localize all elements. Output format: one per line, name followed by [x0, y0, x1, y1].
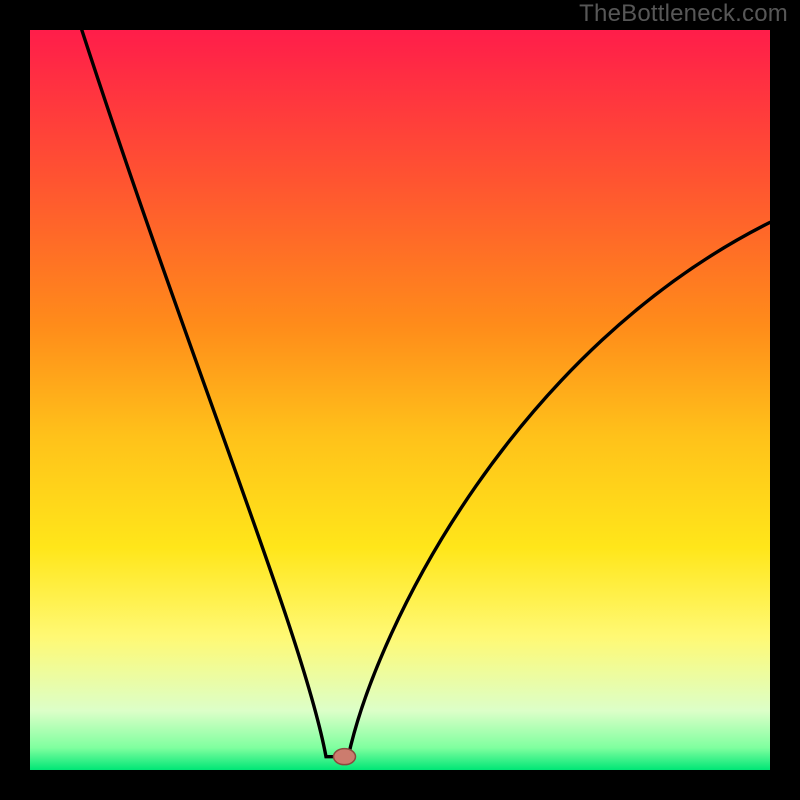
chart-background — [30, 30, 770, 770]
optimal-point-marker — [334, 749, 356, 765]
watermark-text: TheBottleneck.com — [579, 0, 788, 28]
bottleneck-chart — [0, 0, 800, 800]
chart-frame: TheBottleneck.com — [0, 0, 800, 800]
